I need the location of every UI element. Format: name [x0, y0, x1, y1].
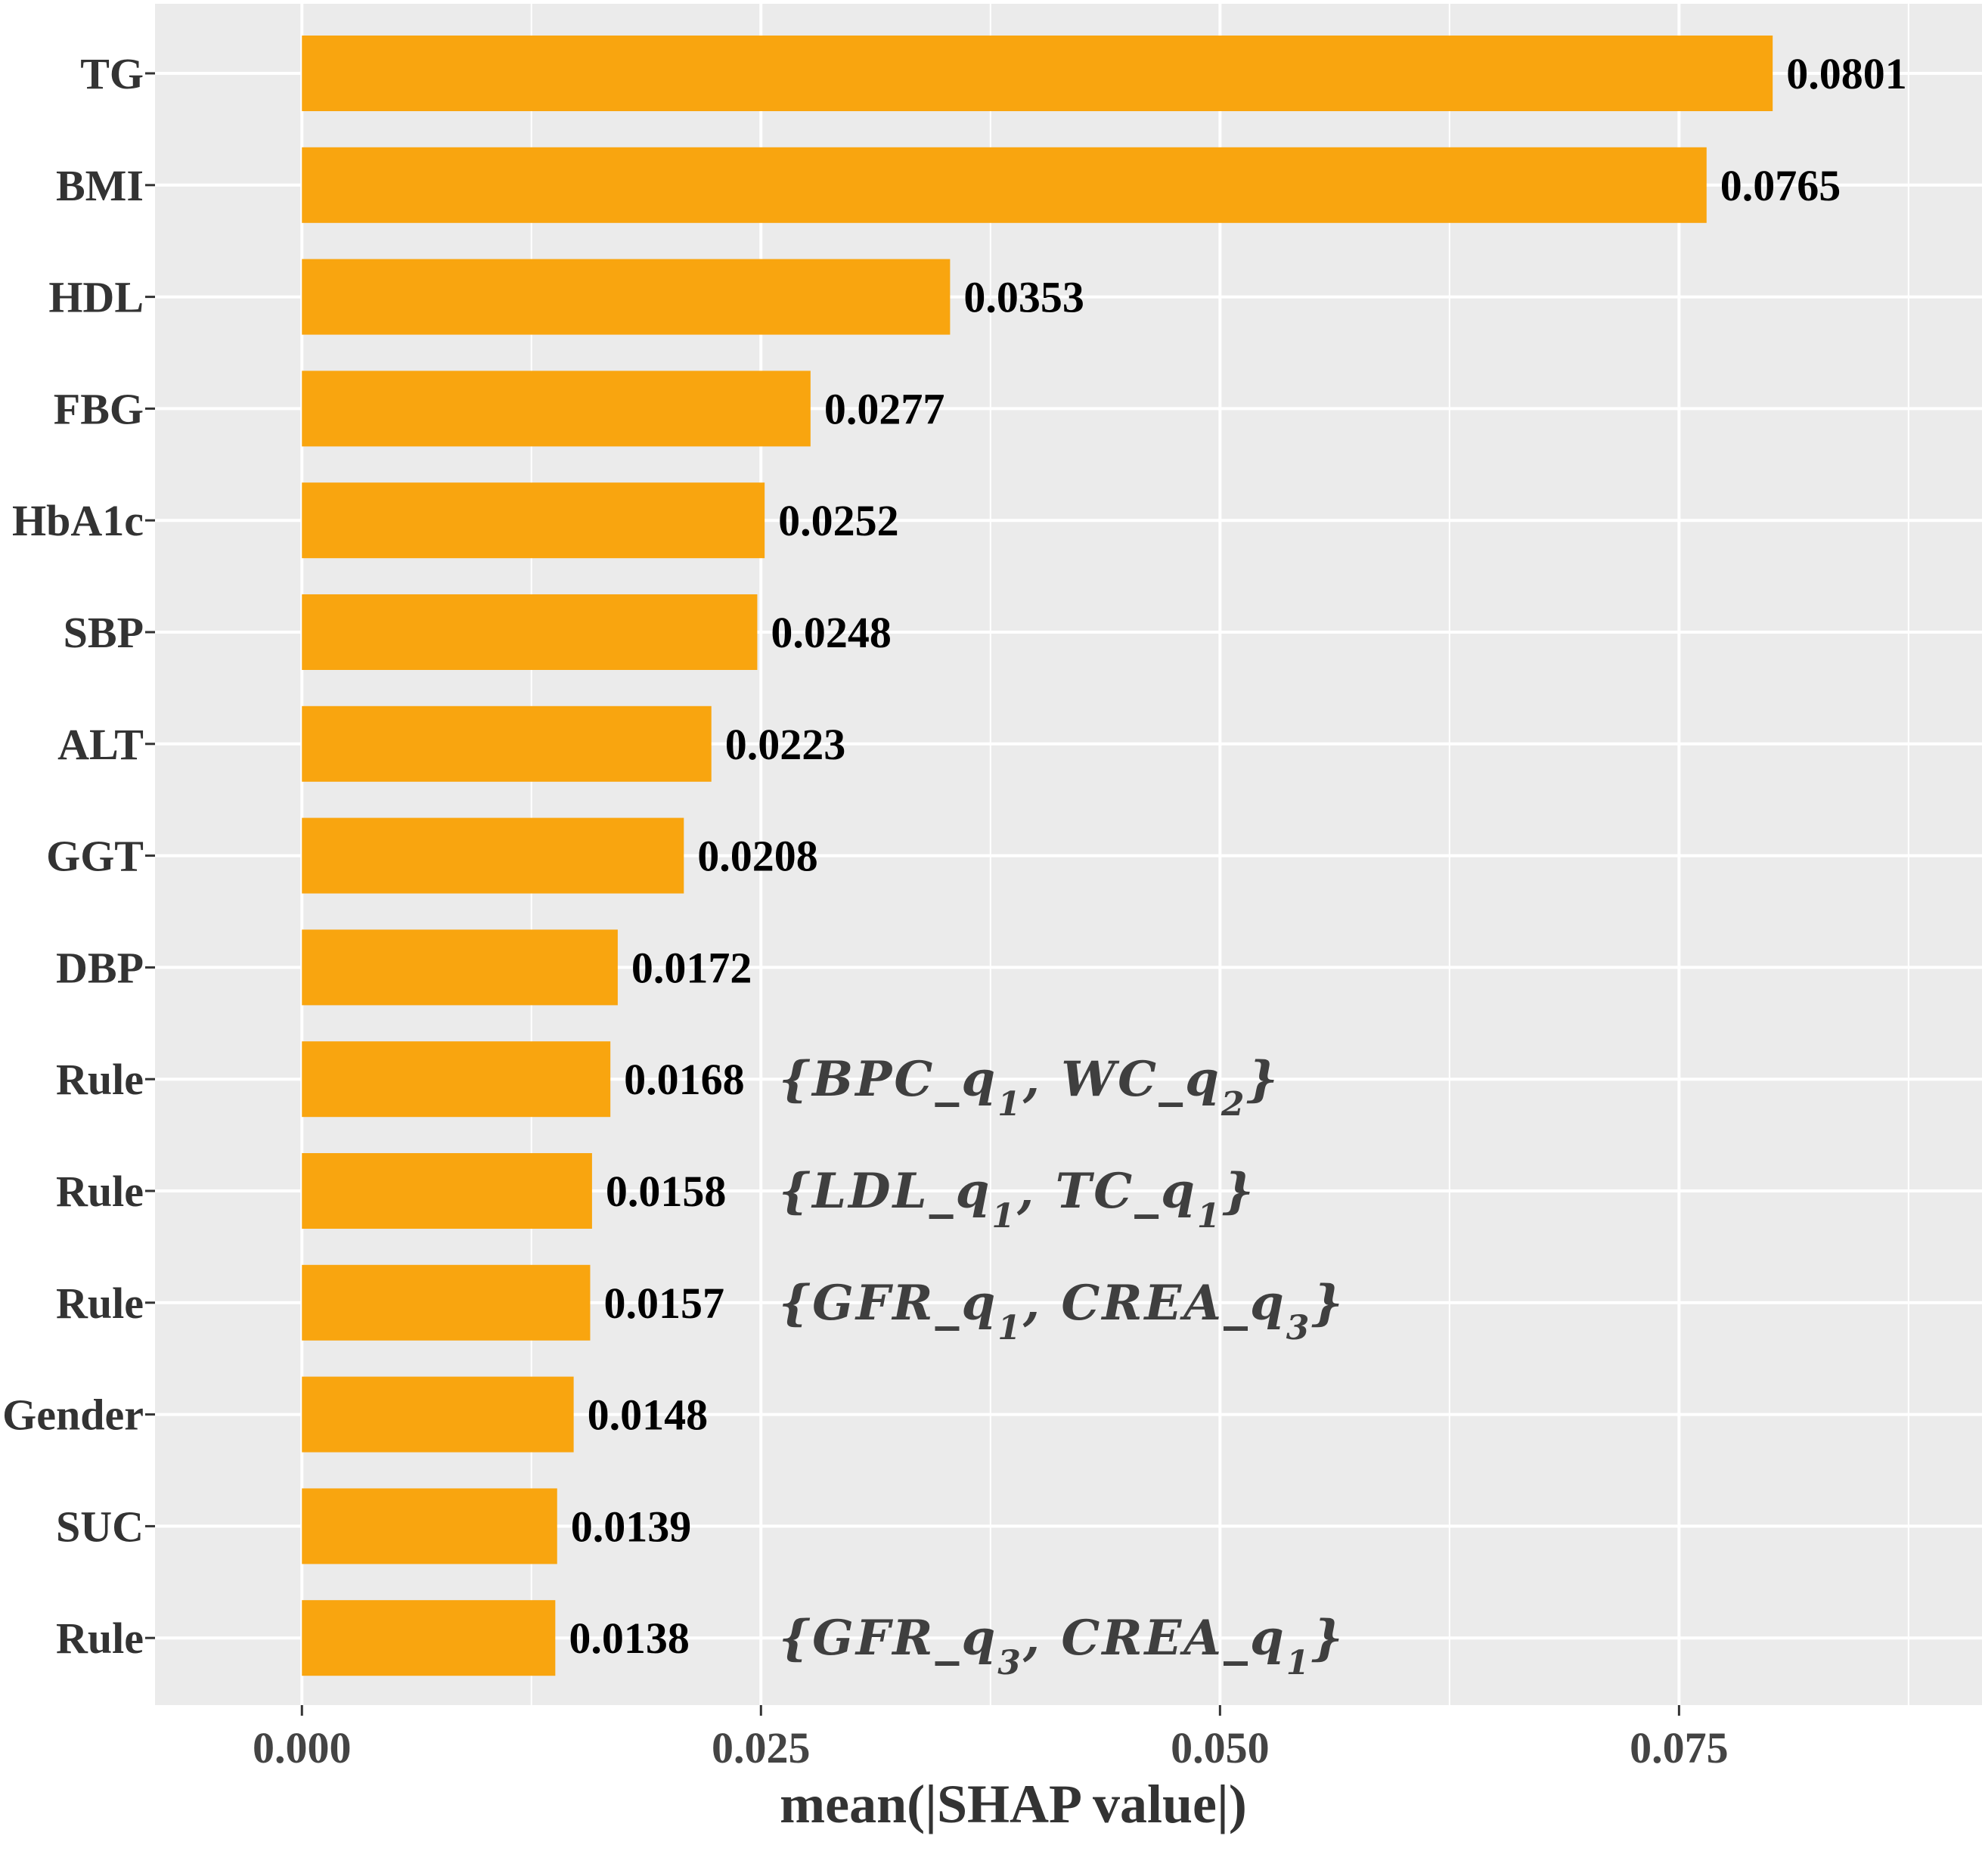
- x-axis-title: mean(|SHAP value|): [780, 1774, 1247, 1834]
- data-label: 0.0168: [624, 1055, 745, 1104]
- bar: [302, 371, 811, 447]
- data-label: 0.0248: [771, 608, 892, 657]
- bar: [302, 36, 1773, 111]
- y-tick-label: SUC: [56, 1502, 144, 1551]
- y-tick-label: HDL: [48, 273, 144, 322]
- bar: [302, 594, 758, 670]
- x-tick-label: 0.000: [253, 1723, 352, 1772]
- y-axis-labels: TG BMI HDL FBG HbA1c SBP ALT GGT DBP Rule Rule Rule…: [2, 49, 155, 1663]
- bar: [302, 1600, 556, 1676]
- rule-annotation: {BPC_q1, WC_q2}: [779, 1051, 1280, 1124]
- bar: [302, 1153, 592, 1229]
- data-label: 0.0138: [569, 1614, 690, 1663]
- data-label: 0.0223: [725, 720, 845, 769]
- data-label: 0.0139: [571, 1502, 692, 1551]
- x-axis-ticks: 0.000 0.025 0.050 0.075: [253, 1705, 1729, 1772]
- y-tick-label: Rule: [56, 1167, 144, 1216]
- bar: [302, 1376, 574, 1453]
- x-tick-label: 0.025: [712, 1723, 811, 1772]
- bar: [302, 1488, 557, 1564]
- data-label: 0.0157: [603, 1279, 724, 1328]
- bar: [302, 147, 1707, 223]
- y-tick-label: FBG: [54, 384, 144, 433]
- y-tick-label: GGT: [46, 832, 144, 881]
- data-label: 0.0801: [1786, 49, 1907, 98]
- y-tick-label: ALT: [57, 720, 144, 769]
- bar: [302, 817, 684, 894]
- bar: [302, 1264, 591, 1341]
- data-label: 0.0172: [631, 943, 752, 992]
- data-label: 0.0208: [697, 832, 817, 881]
- data-label: 0.0765: [1720, 161, 1841, 210]
- y-tick-label: TG: [80, 49, 144, 98]
- x-tick-label: 0.050: [1171, 1723, 1270, 1772]
- bar: [302, 705, 712, 782]
- y-tick-label: Gender: [2, 1391, 144, 1440]
- bar: [302, 259, 951, 335]
- bar: [302, 482, 765, 559]
- rule-annotation: {GFR_q1, CREA_q3}: [779, 1275, 1345, 1347]
- bar: [302, 929, 618, 1006]
- data-labels: 0.0801 0.0765 0.0353 0.0277 0.0252 0.0248 0.02…: [569, 49, 1906, 1663]
- rule-annotation: {LDL_q1, TC_q1}: [779, 1163, 1256, 1236]
- data-label: 0.0277: [824, 384, 945, 433]
- y-tick-label: DBP: [56, 943, 144, 992]
- data-label: 0.0148: [588, 1391, 709, 1440]
- data-label: 0.0252: [778, 496, 899, 545]
- y-tick-label: Rule: [56, 1055, 144, 1104]
- y-tick-label: BMI: [56, 161, 144, 210]
- y-tick-label: SBP: [64, 608, 144, 657]
- data-label: 0.0353: [963, 273, 1084, 322]
- y-tick-label: Rule: [56, 1279, 144, 1328]
- rule-annotation: {GFR_q3, CREA_q1}: [779, 1610, 1345, 1682]
- x-tick-label: 0.075: [1630, 1723, 1729, 1772]
- y-tick-label: HbA1c: [12, 496, 144, 545]
- rule-annotations: {BPC_q1, WC_q2} {LDL_q1, TC_q1} {GFR_q1, C…: [779, 1051, 1345, 1682]
- y-tick-label: Rule: [56, 1614, 144, 1663]
- bar: [302, 1041, 611, 1118]
- data-label: 0.0158: [606, 1167, 727, 1216]
- bars-group: [302, 36, 1773, 1676]
